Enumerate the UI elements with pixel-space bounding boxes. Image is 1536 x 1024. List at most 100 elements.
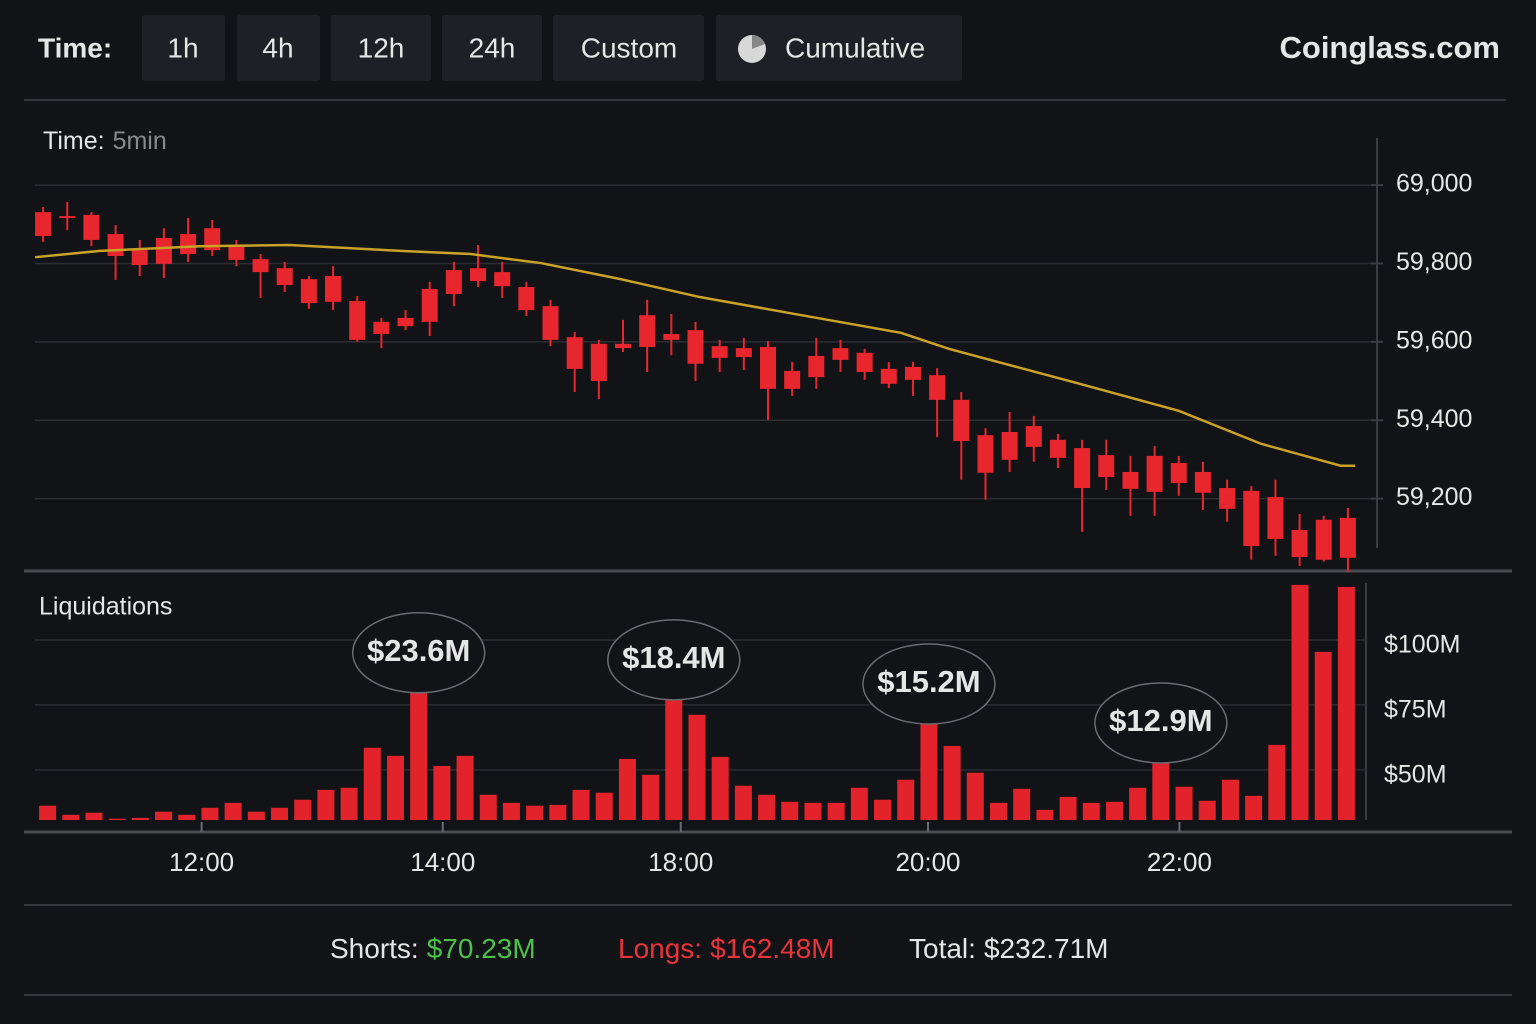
candle-body — [904, 366, 921, 380]
button[interactable]: 4h — [237, 15, 320, 81]
bar — [433, 765, 451, 820]
candle-body — [470, 268, 487, 282]
candle-body — [155, 237, 172, 264]
candle-body — [735, 348, 752, 358]
bar — [1337, 586, 1355, 820]
candle-body — [1170, 462, 1187, 483]
bar — [897, 779, 915, 820]
candle-body — [83, 214, 100, 240]
candle-body — [711, 346, 728, 358]
candle-body — [228, 246, 245, 260]
longs: Longs: $162.48M — [618, 933, 835, 964]
interval-label-text: Time: — [43, 127, 105, 155]
candle-body — [397, 317, 414, 327]
bar — [1152, 758, 1170, 820]
bar — [456, 755, 474, 820]
bar — [1059, 796, 1077, 820]
button-bg[interactable] — [553, 15, 704, 81]
bar — [1082, 802, 1100, 820]
bar — [1013, 788, 1031, 820]
button-bg[interactable] — [142, 15, 225, 81]
candle-body — [1098, 455, 1115, 478]
bar — [920, 719, 938, 820]
bar — [340, 787, 358, 820]
button-label[interactable]: Cumulative — [785, 32, 925, 63]
button[interactable]: Custom — [553, 15, 704, 81]
bar — [294, 799, 312, 820]
brand[interactable]: Coinglass.com — [1280, 30, 1501, 65]
candle-body — [784, 370, 801, 389]
longs-label: Longs: — [618, 933, 702, 964]
candle-body — [445, 270, 462, 295]
bar — [386, 755, 404, 820]
y-tick-label: 59,800 — [1396, 248, 1472, 276]
candle-body — [276, 268, 293, 286]
shorts-label: Shorts: — [330, 933, 419, 964]
candle-body — [204, 228, 221, 251]
bar — [804, 802, 822, 820]
annotation-bubble — [351, 612, 486, 694]
candle-body — [856, 352, 873, 373]
button-label[interactable]: 12h — [358, 32, 405, 63]
y-tick-label: $100M — [1384, 631, 1460, 659]
bar — [966, 772, 984, 820]
bar — [688, 714, 706, 820]
bar — [943, 745, 961, 820]
x-tick-label: 20:00 — [895, 847, 960, 877]
bar — [224, 802, 242, 820]
candle-body — [59, 216, 76, 219]
button-bg[interactable] — [331, 15, 431, 81]
candle-body — [590, 343, 607, 382]
y-tick-label: $75M — [1384, 696, 1447, 724]
bar — [131, 817, 149, 820]
bar — [178, 814, 196, 820]
total: Total: $232.71M — [909, 933, 1108, 964]
x-tick-label: 12:00 — [169, 847, 234, 877]
candle-body — [107, 234, 124, 257]
button-bg[interactable] — [442, 15, 542, 81]
candle-body — [639, 315, 656, 347]
x-tick-label: 22:00 — [1147, 847, 1212, 877]
bar-chart-title: Liquidations — [39, 593, 172, 621]
total-label: Total: — [909, 933, 976, 964]
bar — [39, 805, 57, 820]
annotation: $23.6M — [367, 633, 470, 668]
button-label[interactable]: Custom — [581, 32, 677, 63]
bar — [526, 805, 544, 820]
bar — [1314, 651, 1332, 820]
button-label[interactable]: 1h — [167, 32, 198, 63]
button-label[interactable]: 24h — [469, 32, 516, 63]
candle-body — [1001, 431, 1018, 460]
annotation: $12.9M — [1109, 703, 1212, 738]
toolbar-label: Time: — [38, 32, 112, 63]
bar — [850, 787, 868, 820]
candle-body — [373, 321, 390, 335]
icon-slice[interactable] — [752, 35, 765, 49]
y-tick-label: 69,000 — [1396, 170, 1472, 198]
candle-body — [953, 399, 970, 442]
button[interactable]: Cumulative — [716, 15, 962, 81]
button[interactable]: 1h — [142, 15, 225, 81]
button-label[interactable]: 4h — [262, 32, 293, 63]
candle-body — [494, 272, 511, 287]
bar — [201, 807, 219, 820]
bar — [155, 811, 173, 820]
button[interactable]: 24h — [442, 15, 542, 81]
candle-body — [1146, 455, 1163, 492]
total-value: $232.71M — [984, 933, 1109, 964]
candle-body — [1074, 448, 1091, 489]
candle-body — [615, 343, 632, 349]
bar — [271, 807, 289, 820]
shorts: Shorts: $70.23M — [330, 933, 536, 964]
button-bg[interactable] — [716, 15, 962, 81]
button[interactable]: 12h — [331, 15, 431, 81]
bar — [990, 802, 1008, 820]
bar — [827, 802, 845, 820]
candle-body — [880, 368, 897, 384]
annotation-bubble — [862, 643, 996, 725]
candle-body — [325, 275, 342, 302]
candle-body — [663, 334, 680, 340]
button-bg[interactable] — [237, 15, 320, 81]
